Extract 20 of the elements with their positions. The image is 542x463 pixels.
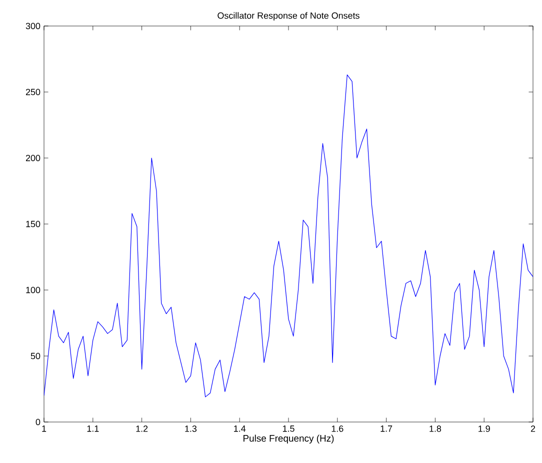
y-tick-label: 300 (26, 22, 40, 30)
y-tick-label: 50 (30, 352, 40, 360)
y-tick-label: 0 (36, 418, 40, 426)
x-tick-label: 1.3 (185, 426, 197, 432)
y-tick-label: 250 (26, 88, 40, 96)
chart-title: Oscillator Response of Note Onsets (218, 12, 360, 20)
x-tick-label: 1.5 (282, 426, 294, 432)
x-axis-title: Pulse Frequency (Hz) (244, 434, 334, 444)
y-tick-label: 200 (26, 154, 40, 162)
x-tick-label: 1.4 (234, 426, 246, 432)
x-tick-label: 1.9 (478, 426, 490, 432)
x-tick-label: 2 (530, 426, 536, 432)
x-tick-label: 1.1 (87, 426, 99, 432)
x-tick-label: 1.7 (380, 426, 392, 432)
y-tick-label: 150 (26, 220, 40, 228)
x-tick-label: 1.6 (332, 426, 344, 432)
x-tick-label: 1 (42, 426, 46, 432)
x-tick-label: 1.2 (136, 426, 148, 432)
x-tick-label: 1.8 (430, 426, 442, 432)
y-tick-label: 100 (26, 286, 40, 294)
